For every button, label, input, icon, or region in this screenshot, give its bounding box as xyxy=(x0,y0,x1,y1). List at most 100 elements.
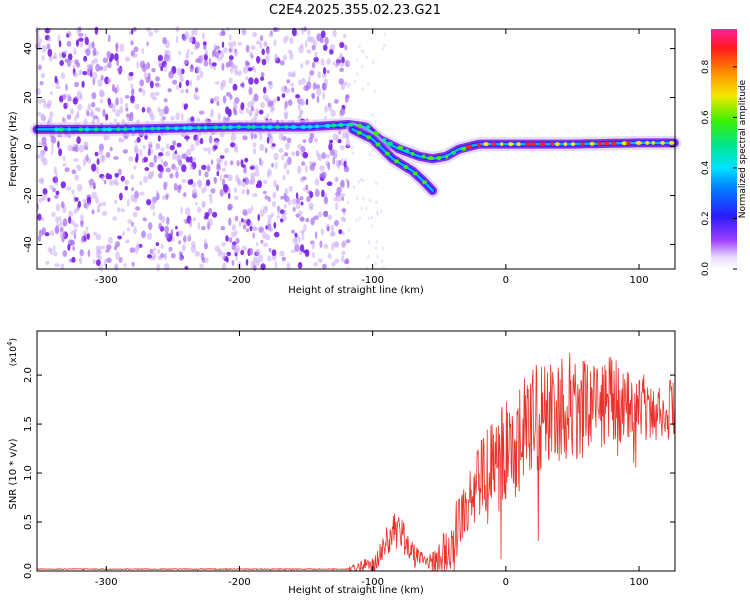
noise-speckle xyxy=(97,79,103,87)
noise-speckle xyxy=(79,249,84,257)
noise-speckle xyxy=(283,152,289,157)
noise-speckle xyxy=(164,225,170,233)
noise-speckle xyxy=(176,67,182,76)
noise-speckle xyxy=(251,97,255,106)
track-hotspot xyxy=(651,140,655,145)
noise-speckle xyxy=(166,216,170,226)
noise-speckle xyxy=(46,43,51,50)
snr-x-label: Height of straight line (km) xyxy=(288,585,424,596)
track-hotspot xyxy=(451,150,456,155)
noise-speckle xyxy=(311,94,315,100)
noise-speckle xyxy=(82,199,87,203)
noise-speckle xyxy=(130,95,135,104)
noise-speckle xyxy=(344,44,348,51)
noise-speckle xyxy=(148,109,153,117)
noise-speckle xyxy=(249,51,253,57)
noise-speckle xyxy=(247,67,253,72)
noise-speckle xyxy=(165,194,169,201)
track-hotspot xyxy=(347,122,354,127)
noise-speckle xyxy=(162,194,166,201)
noise-speckle xyxy=(343,81,348,87)
noise-speckle xyxy=(64,167,70,173)
noise-speckle xyxy=(74,81,80,88)
noise-speckle xyxy=(199,263,204,269)
noise-speckle xyxy=(123,262,127,268)
noise-speckle xyxy=(54,226,60,235)
colorbar-tick-label: 0.8 xyxy=(701,59,711,74)
noise-speckle xyxy=(71,169,77,175)
noise-speckle xyxy=(196,179,202,188)
noise-speckle xyxy=(178,251,183,256)
noise-speckle xyxy=(228,48,232,53)
noise-speckle xyxy=(203,44,207,50)
noise-speckle xyxy=(266,48,270,57)
noise-speckle xyxy=(304,40,308,48)
noise-speckle xyxy=(300,43,304,48)
noise-speckle xyxy=(252,225,257,232)
noise-speckle xyxy=(84,36,89,46)
noise-speckle xyxy=(375,210,379,214)
noise-speckle xyxy=(93,181,96,187)
noise-speckle xyxy=(79,144,85,153)
track-hotspot xyxy=(102,127,107,132)
noise-speckle xyxy=(253,133,257,139)
noise-speckle xyxy=(255,248,261,256)
noise-speckle xyxy=(257,254,264,263)
noise-speckle xyxy=(261,58,267,66)
noise-speckle xyxy=(221,252,227,260)
noise-speckle xyxy=(95,233,101,241)
noise-speckle xyxy=(355,218,358,222)
noise-speckle xyxy=(294,232,298,238)
noise-speckle xyxy=(180,89,185,94)
noise-speckle xyxy=(362,196,365,201)
noise-speckle xyxy=(309,191,314,199)
noise-speckle xyxy=(301,77,306,85)
noise-speckle xyxy=(262,179,268,185)
noise-speckle xyxy=(367,81,370,86)
noise-speckle xyxy=(60,181,66,189)
noise-speckle xyxy=(214,81,220,85)
noise-speckle xyxy=(186,148,192,156)
track-hotspot xyxy=(214,125,218,130)
noise-speckle xyxy=(283,111,289,119)
noise-speckle xyxy=(97,249,103,255)
noise-speckle xyxy=(221,242,227,247)
noise-speckle xyxy=(204,243,208,250)
noise-speckle xyxy=(185,52,190,59)
noise-speckle xyxy=(316,87,322,96)
noise-speckle xyxy=(233,195,239,200)
noise-speckle xyxy=(372,60,375,64)
noise-speckle xyxy=(174,150,178,155)
noise-speckle xyxy=(327,214,333,220)
noise-speckle xyxy=(82,230,88,236)
noise-speckle xyxy=(240,249,245,256)
snr-xtick-label: -200 xyxy=(228,577,251,588)
noise-speckle xyxy=(119,105,124,114)
noise-speckle xyxy=(157,144,161,150)
snr-ytick-label: 0.0 xyxy=(23,563,34,579)
noise-speckle xyxy=(225,106,230,115)
noise-speckle xyxy=(40,72,46,79)
noise-speckle xyxy=(194,251,200,257)
noise-speckle xyxy=(322,91,326,100)
noise-speckle xyxy=(82,159,86,167)
track-hotspot xyxy=(58,127,65,132)
noise-speckle xyxy=(139,180,143,186)
noise-speckle xyxy=(41,217,45,222)
noise-speckle xyxy=(238,70,242,77)
noise-speckle xyxy=(41,98,46,103)
noise-speckle xyxy=(141,107,146,113)
noise-speckle xyxy=(243,166,247,174)
noise-speckle xyxy=(41,136,47,144)
noise-speckle xyxy=(198,110,205,115)
noise-speckle xyxy=(37,235,42,242)
noise-speckle xyxy=(115,44,119,53)
noise-speckle xyxy=(295,243,300,251)
snr-xtick-label: -300 xyxy=(95,577,118,588)
noise-speckle xyxy=(122,149,128,154)
noise-speckle xyxy=(176,142,182,148)
noise-speckle xyxy=(257,214,261,221)
noise-speckle xyxy=(339,41,345,49)
noise-speckle xyxy=(317,258,323,264)
noise-speckle xyxy=(172,140,177,146)
